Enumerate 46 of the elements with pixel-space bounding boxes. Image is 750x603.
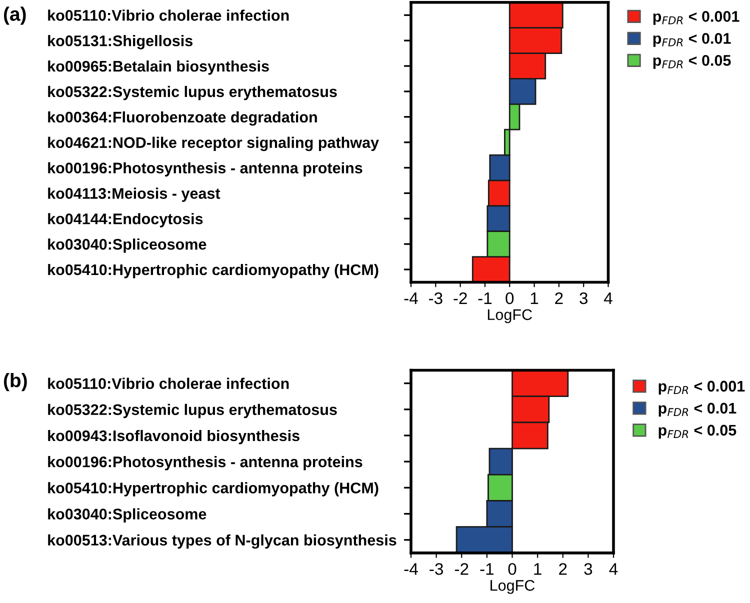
y-tick-label: ko00364:Fluorobenzoate degradation	[48, 111, 317, 126]
x-tick-label: -3	[428, 292, 442, 304]
x-tick-label: -4	[404, 563, 418, 575]
y-tick-label: ko05410:Hypertrophic cardiomyopathy (HCM)	[48, 264, 378, 278]
x-tick-label: -4	[404, 292, 418, 304]
text: (a)	[4, 6, 26, 25]
legend-label: p$_{FDR}$ < 0.001	[658, 380, 745, 395]
x-axis-title: LogFC	[488, 309, 532, 324]
y-tick-label: ko00513:Various types of N-glycan biosynthesis	[48, 534, 396, 549]
x-tick-label: 0	[506, 292, 514, 304]
y-tick-label: ko03040:Spliceosome	[48, 238, 206, 253]
legend-label: p$_{FDR}$ < 0.01	[658, 402, 736, 417]
y-tick-label: ko00965:Betalain biosynthesis	[48, 60, 269, 75]
text: (b)	[4, 372, 27, 392]
x-tick-label: 3	[584, 563, 592, 575]
x-tick-label: 1	[534, 563, 542, 575]
x-tick-label: 2	[555, 292, 563, 304]
x-tick-label: 4	[609, 563, 618, 575]
y-tick-label: ko05322:Systemic lupus erythematosus	[48, 404, 337, 418]
legend-label: p$_{FDR}$ < 0.05	[653, 55, 731, 69]
x-axis-title: LogFC	[490, 580, 535, 594]
x-tick-label: -2	[454, 563, 468, 575]
x-tick-label: -3	[430, 563, 443, 575]
y-tick-label: ko04144:Endocytosis	[48, 213, 203, 228]
y-tick-label: ko04621:NOD-like receptor signaling pathway	[48, 136, 379, 152]
x-tick-label: -1	[478, 292, 492, 304]
x-tick-label: -1	[480, 563, 494, 575]
y-tick-label: ko00943:Isoflavonoid biosynthesis	[48, 430, 300, 444]
y-tick-label: ko05410:Hypertrophic cardiomyopathy (HCM)	[48, 482, 378, 496]
x-tick-label: -2	[454, 292, 467, 304]
legend-label: p$_{FDR}$ < 0.05	[658, 424, 736, 439]
y-tick-label: ko05131:Shigellosis	[48, 35, 192, 50]
y-tick-label: ko00196:Photosynthesis - antenna proteins	[48, 456, 362, 470]
legend-label: p$_{FDR}$ < 0.01	[653, 33, 731, 47]
legend-label: p$_{FDR}$ < 0.001	[653, 11, 740, 25]
x-tick-label: 4	[604, 292, 612, 304]
y-tick-label: ko04113:Meiosis - yeast	[48, 188, 220, 202]
y-tick-label: ko05322:Systemic lupus erythematosus	[48, 86, 337, 100]
x-tick-label: 2	[559, 563, 567, 575]
y-tick-label: ko03040:Spliceosome	[48, 508, 206, 523]
x-tick-label: 1	[530, 292, 538, 304]
y-tick-label: ko05110:Vibrio cholerae infection	[48, 10, 289, 21]
y-tick-label: ko05110:Vibrio cholerae infection	[48, 378, 289, 389]
x-tick-label: 3	[580, 292, 588, 304]
y-tick-label: ko00196:Photosynthesis - antenna proteins	[48, 162, 362, 176]
x-tick-label: 0	[508, 563, 516, 575]
